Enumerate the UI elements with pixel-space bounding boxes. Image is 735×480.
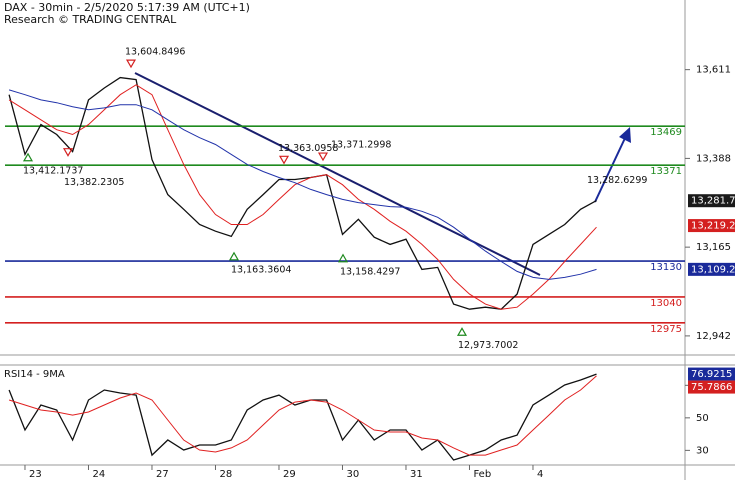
x-tick-label: 31 bbox=[410, 469, 423, 480]
y-tick-label: 30 bbox=[696, 445, 709, 456]
annotation-label: 13,604.8496 bbox=[125, 47, 185, 58]
annotation-label: 12,973.7002 bbox=[458, 340, 518, 351]
y-tick-label: 13,611 bbox=[696, 65, 731, 76]
y-tick-label: 12,942 bbox=[696, 331, 731, 342]
pivot-marker bbox=[337, 253, 349, 263]
level-label: 13040 bbox=[650, 298, 682, 309]
y-tick-label: 50 bbox=[696, 413, 709, 424]
level-label: 13371 bbox=[650, 166, 682, 177]
last-value-badge bbox=[688, 219, 735, 233]
y-tick-label: 13,165 bbox=[696, 242, 731, 253]
level-label: 13130 bbox=[650, 262, 682, 273]
series-line bbox=[8, 373, 597, 461]
last-value-badge bbox=[688, 194, 735, 208]
last-value-label: 13,281.7 bbox=[691, 196, 735, 207]
x-tick-label: Feb bbox=[473, 469, 491, 480]
last-value-badge bbox=[688, 367, 735, 381]
arrow-head bbox=[619, 127, 631, 143]
pivot-marker bbox=[278, 155, 290, 165]
pivot-marker bbox=[62, 148, 74, 157]
y-tick-label: 13,388 bbox=[696, 153, 731, 164]
annotation-label: 13,363.0958 bbox=[278, 143, 338, 154]
pivot-marker bbox=[317, 152, 329, 162]
level-label: 13469 bbox=[650, 127, 682, 138]
chart-subtitle: Research © TRADING CENTRAL bbox=[4, 13, 177, 26]
annotation-label: 13,412.1737 bbox=[23, 165, 83, 176]
pivot-marker bbox=[456, 327, 468, 336]
annotation-label: 13,163.3604 bbox=[231, 264, 291, 275]
annotation-label: 13,282.6299 bbox=[587, 175, 647, 186]
pivot-marker bbox=[22, 152, 34, 162]
last-value-badge bbox=[688, 262, 735, 276]
last-value-label: 76.9215 bbox=[691, 369, 732, 380]
x-tick-label: 23 bbox=[29, 469, 42, 480]
annotation-label: 13,158.4297 bbox=[340, 266, 400, 277]
x-tick-label: 4 bbox=[537, 469, 543, 480]
x-tick-label: 24 bbox=[92, 469, 105, 480]
series-line bbox=[8, 89, 597, 280]
last-value-label: 13,219.2 bbox=[691, 221, 735, 232]
annotation-label: 13,382.2305 bbox=[64, 177, 124, 188]
pivot-marker bbox=[228, 251, 240, 261]
annotation-label: 13,371.2998 bbox=[331, 140, 391, 151]
last-value-label: 13,109.2 bbox=[691, 264, 735, 275]
pivot-marker bbox=[125, 59, 137, 69]
series-line bbox=[8, 375, 597, 456]
panel-title: RSI14 - 9MA bbox=[4, 369, 65, 380]
chart-title: DAX - 30min - 2/5/2020 5:17:39 AM (UTC+1… bbox=[4, 1, 250, 14]
x-tick-label: 27 bbox=[156, 469, 169, 480]
x-tick-label: 28 bbox=[219, 469, 232, 480]
projection-arrow bbox=[594, 135, 627, 203]
last-value-label: 75.7866 bbox=[691, 382, 732, 393]
level-label: 12975 bbox=[650, 324, 682, 335]
x-tick-label: 30 bbox=[346, 469, 359, 480]
x-tick-label: 29 bbox=[283, 469, 296, 480]
last-value-badge bbox=[688, 380, 735, 394]
